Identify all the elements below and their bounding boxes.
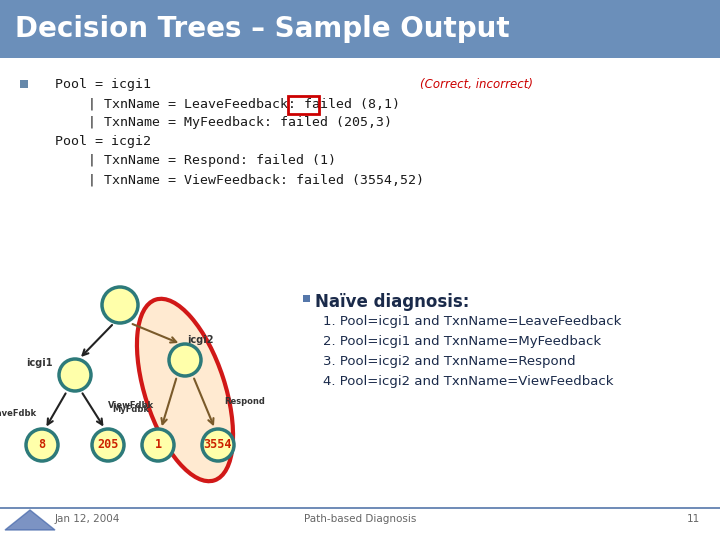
Text: ViewFdbk: ViewFdbk — [108, 402, 154, 410]
Circle shape — [102, 287, 138, 323]
Circle shape — [92, 429, 124, 461]
Text: 2. Pool=icgi1 and TxnName=MyFeedback: 2. Pool=icgi1 and TxnName=MyFeedback — [323, 335, 601, 348]
Bar — [0, 0, 720, 58]
Text: (Correct, incorrect): (Correct, incorrect) — [420, 78, 533, 91]
Ellipse shape — [137, 299, 233, 481]
Bar — [303, 295, 310, 302]
Text: icgi2: icgi2 — [187, 335, 214, 345]
Text: 205: 205 — [97, 438, 119, 451]
Bar — [20, 80, 28, 88]
Circle shape — [142, 429, 174, 461]
Circle shape — [59, 359, 91, 391]
Bar — [0, 58, 720, 540]
Text: Pool = icgi1: Pool = icgi1 — [55, 78, 151, 91]
Text: icgi1: icgi1 — [27, 358, 53, 368]
Bar — [288, 96, 319, 114]
Text: Respond: Respond — [224, 397, 265, 407]
Text: Naïve diagnosis:: Naïve diagnosis: — [315, 293, 469, 311]
Text: | TxnName = Respond: failed (1): | TxnName = Respond: failed (1) — [72, 154, 336, 167]
Text: 1: 1 — [154, 438, 161, 451]
Circle shape — [26, 429, 58, 461]
Text: MyFdbk: MyFdbk — [112, 406, 149, 415]
Text: | TxnName = LeaveFeedback: failed (8,1): | TxnName = LeaveFeedback: failed (8,1) — [72, 97, 400, 110]
Text: | TxnName = MyFeedback: failed (205,3): | TxnName = MyFeedback: failed (205,3) — [72, 116, 392, 129]
Text: 3. Pool=icgi2 and TxnName=Respond: 3. Pool=icgi2 and TxnName=Respond — [323, 355, 575, 368]
Text: 8: 8 — [38, 438, 45, 451]
Text: 1. Pool=icgi1 and TxnName=LeaveFeedback: 1. Pool=icgi1 and TxnName=LeaveFeedback — [323, 315, 621, 328]
Text: Decision Trees – Sample Output: Decision Trees – Sample Output — [15, 15, 510, 43]
Text: 3554: 3554 — [204, 438, 233, 451]
Circle shape — [169, 344, 201, 376]
Circle shape — [202, 429, 234, 461]
Text: Path-based Diagnosis: Path-based Diagnosis — [304, 514, 416, 524]
Text: 11: 11 — [687, 514, 700, 524]
Text: 4. Pool=icgi2 and TxnName=ViewFeedback: 4. Pool=icgi2 and TxnName=ViewFeedback — [323, 375, 613, 388]
Polygon shape — [5, 510, 55, 530]
Text: Jan 12, 2004: Jan 12, 2004 — [55, 514, 120, 524]
Text: | TxnName = ViewFeedback: failed (3554,52): | TxnName = ViewFeedback: failed (3554,5… — [72, 173, 424, 186]
Text: LeaveFdbk: LeaveFdbk — [0, 408, 36, 417]
Text: Pool = icgi2: Pool = icgi2 — [55, 135, 151, 148]
